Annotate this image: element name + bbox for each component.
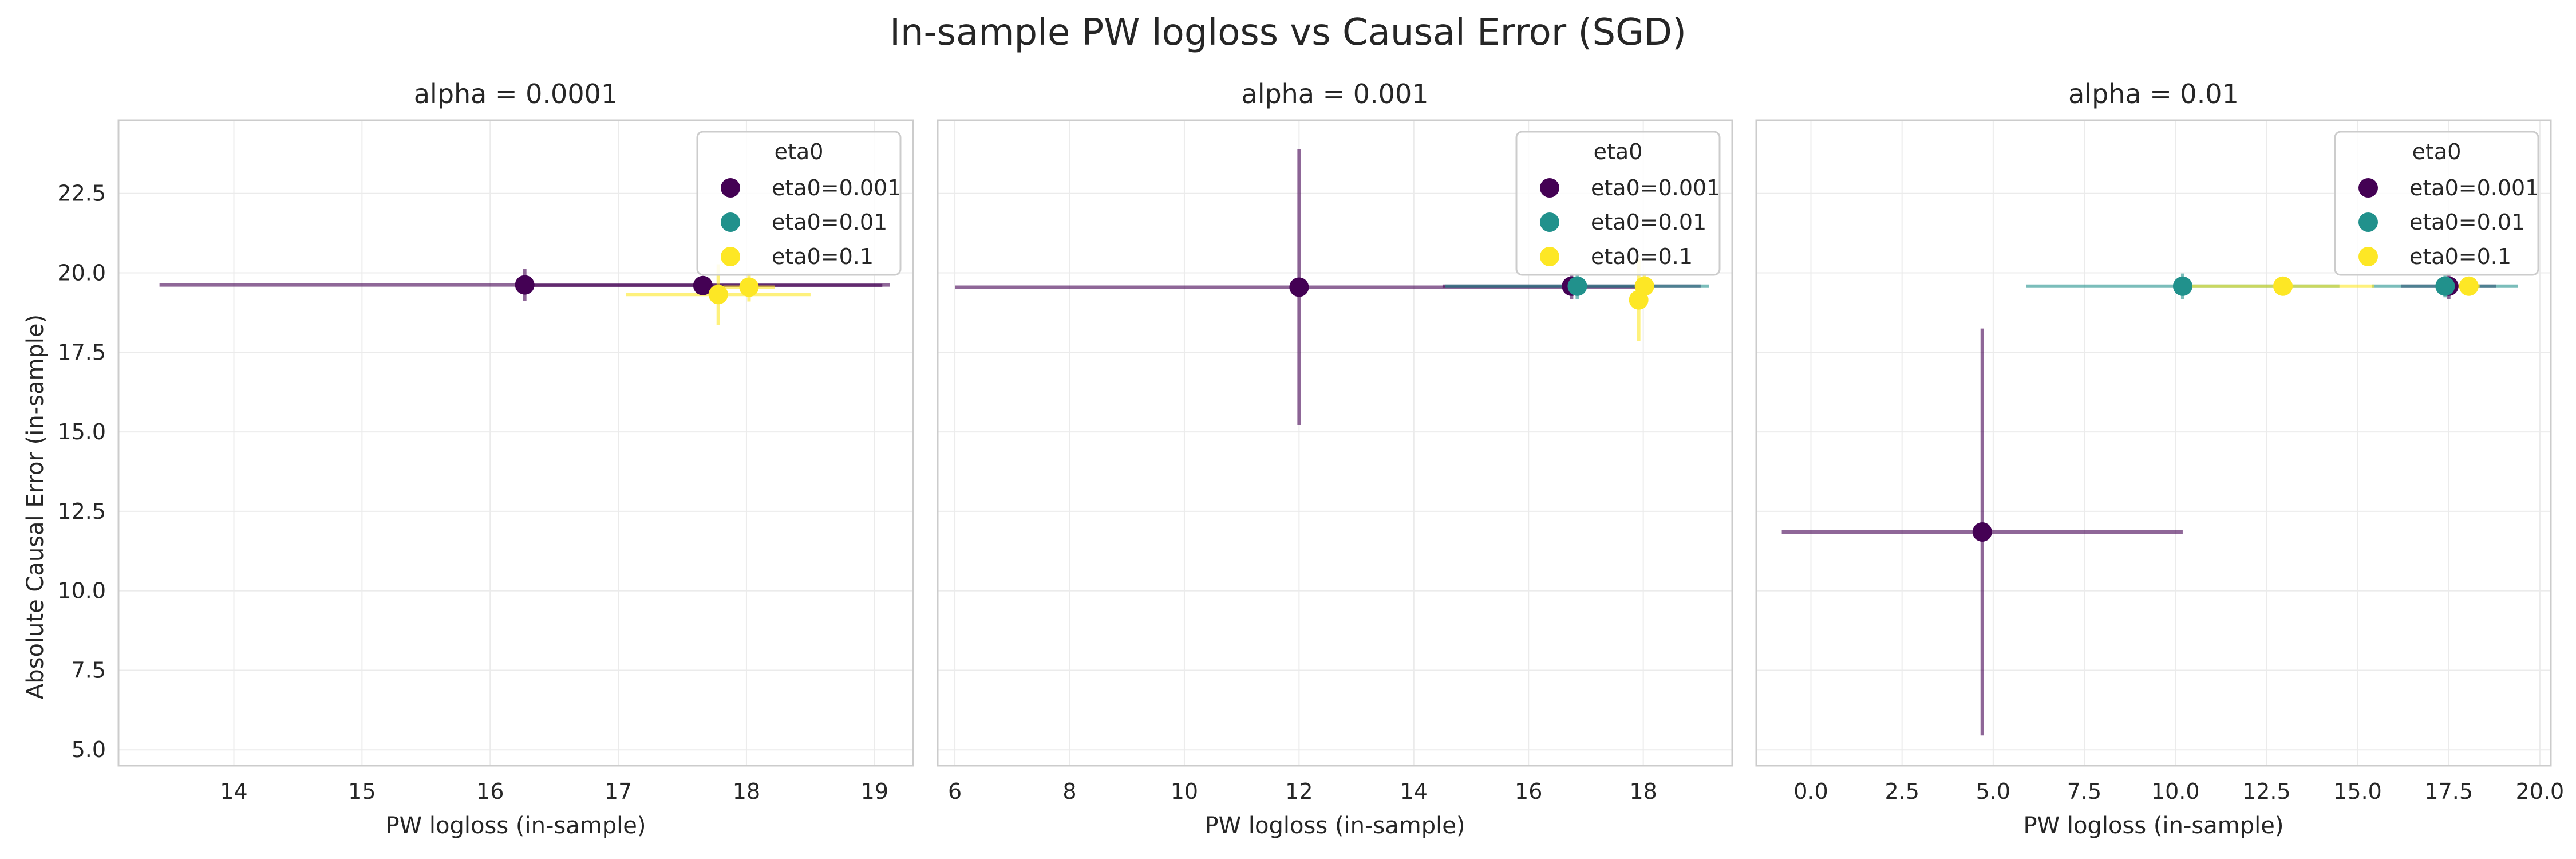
x-tick-label: 0.0 bbox=[1793, 779, 1828, 804]
x-tick-label: 16 bbox=[476, 779, 504, 804]
legend-entry: eta0=0.01 bbox=[772, 210, 887, 235]
data-point bbox=[2435, 276, 2455, 296]
panel-title: alpha = 0.001 bbox=[1242, 78, 1429, 109]
x-tick-label: 12 bbox=[1285, 779, 1313, 804]
x-tick-label: 12.5 bbox=[2242, 779, 2291, 804]
data-point bbox=[515, 275, 535, 295]
data-point bbox=[1567, 276, 1587, 296]
legend-entry: eta0=0.01 bbox=[2409, 210, 2525, 235]
x-tick-label: 8 bbox=[1062, 779, 1076, 804]
data-point bbox=[693, 275, 713, 295]
y-tick-label: 12.5 bbox=[57, 499, 106, 524]
x-tick-label: 7.5 bbox=[2067, 779, 2101, 804]
legend-entry: eta0=0.1 bbox=[1591, 244, 1693, 269]
data-point bbox=[1289, 277, 1309, 297]
x-tick-label: 10 bbox=[1171, 779, 1198, 804]
legend-marker bbox=[721, 178, 740, 198]
x-tick-label: 14 bbox=[220, 779, 247, 804]
legend-marker bbox=[1540, 247, 1559, 266]
legend-entry: eta0=0.001 bbox=[2409, 175, 2539, 200]
y-tick-label: 20.0 bbox=[57, 260, 106, 285]
x-axis-label: PW logloss (in-sample) bbox=[386, 813, 646, 839]
data-point bbox=[1972, 522, 1992, 542]
legend-entry: eta0=0.001 bbox=[772, 175, 901, 200]
x-tick-label: 18 bbox=[733, 779, 760, 804]
axes-frame bbox=[117, 119, 914, 767]
data-point bbox=[2459, 276, 2479, 296]
data-point bbox=[2172, 276, 2192, 296]
x-axis-label: PW logloss (in-sample) bbox=[1205, 813, 1465, 839]
legend-title: eta0 bbox=[1594, 139, 1643, 164]
y-tick-label: 15.0 bbox=[57, 419, 106, 444]
legend-marker bbox=[2358, 178, 2378, 198]
y-tick-label: 10.0 bbox=[57, 578, 106, 604]
x-tick-label: 17.5 bbox=[2424, 779, 2473, 804]
legend: eta0 eta0=0.001 eta0=0.01 eta0=0.1 bbox=[1515, 131, 1721, 276]
legend-frame bbox=[696, 131, 902, 276]
panel-title: alpha = 0.01 bbox=[2068, 78, 2239, 109]
data-point bbox=[2273, 276, 2293, 296]
legend-frame bbox=[1515, 131, 1721, 276]
axes-frame bbox=[937, 119, 1733, 767]
panel-2: 6 8 10 12 14 16 18 alpha = 0.001 PW logloss (in-… bbox=[937, 78, 1733, 839]
x-axis-label: PW logloss (in-sample) bbox=[2024, 813, 2284, 839]
figure-title: In-sample PW logloss vs Causal Error (SG… bbox=[890, 11, 1686, 54]
legend-entry: eta0=0.01 bbox=[1591, 210, 1706, 235]
x-tick-label: 15.0 bbox=[2333, 779, 2382, 804]
panel-3: 0.0 2.5 5.0 7.5 10.0 12.5 15.0 17.5 20.0 alpha = … bbox=[1755, 78, 2565, 839]
legend-frame bbox=[2334, 131, 2539, 276]
x-tick-label: 17 bbox=[605, 779, 632, 804]
panel-1: 14 15 16 17 18 19 5.0 7.5 10.0 12.5 15.0 17.5 20.0 22… bbox=[57, 78, 914, 839]
legend-title: eta0 bbox=[775, 139, 824, 164]
data-point bbox=[1634, 276, 1654, 296]
x-tick-label: 10.0 bbox=[2151, 779, 2200, 804]
y-tick-label: 7.5 bbox=[72, 657, 106, 683]
y-tick-label: 17.5 bbox=[57, 340, 106, 365]
panel-title: alpha = 0.0001 bbox=[414, 78, 618, 109]
legend-marker bbox=[721, 247, 740, 266]
x-tick-label: 15 bbox=[348, 779, 376, 804]
y-tick-label: 22.5 bbox=[57, 181, 106, 206]
y-tick-label: 5.0 bbox=[72, 737, 106, 762]
x-tick-label: 19 bbox=[861, 779, 888, 804]
legend-entry: eta0=0.001 bbox=[1591, 175, 1720, 200]
data-point bbox=[739, 277, 759, 297]
x-tick-label: 20.0 bbox=[2516, 779, 2565, 804]
legend-title: eta0 bbox=[2412, 139, 2462, 164]
x-tick-label: 16 bbox=[1515, 779, 1542, 804]
legend-marker bbox=[721, 212, 740, 232]
panels: 14 15 16 17 18 19 5.0 7.5 10.0 12.5 15.0 17.5 20.0 22… bbox=[57, 78, 2564, 839]
legend-entry: eta0=0.1 bbox=[772, 244, 874, 269]
legend: eta0 eta0=0.001 eta0=0.01 eta0=0.1 bbox=[2334, 131, 2539, 276]
legend-marker bbox=[2358, 247, 2378, 266]
legend-marker bbox=[1540, 212, 1559, 232]
x-tick-label: 18 bbox=[1629, 779, 1657, 804]
data-point bbox=[708, 285, 728, 305]
legend-marker bbox=[2358, 212, 2378, 232]
x-tick-label: 6 bbox=[948, 779, 962, 804]
legend: eta0 eta0=0.001 eta0=0.01 eta0=0.1 bbox=[696, 131, 902, 276]
y-axis-label: Absolute Causal Error (in-sample) bbox=[22, 314, 49, 699]
x-tick-label: 5.0 bbox=[1976, 779, 2010, 804]
legend-entry: eta0=0.1 bbox=[2409, 244, 2511, 269]
axes-frame bbox=[1755, 119, 2552, 767]
x-tick-label: 14 bbox=[1400, 779, 1428, 804]
x-tick-label: 2.5 bbox=[1884, 779, 1919, 804]
legend-marker bbox=[1540, 178, 1559, 198]
